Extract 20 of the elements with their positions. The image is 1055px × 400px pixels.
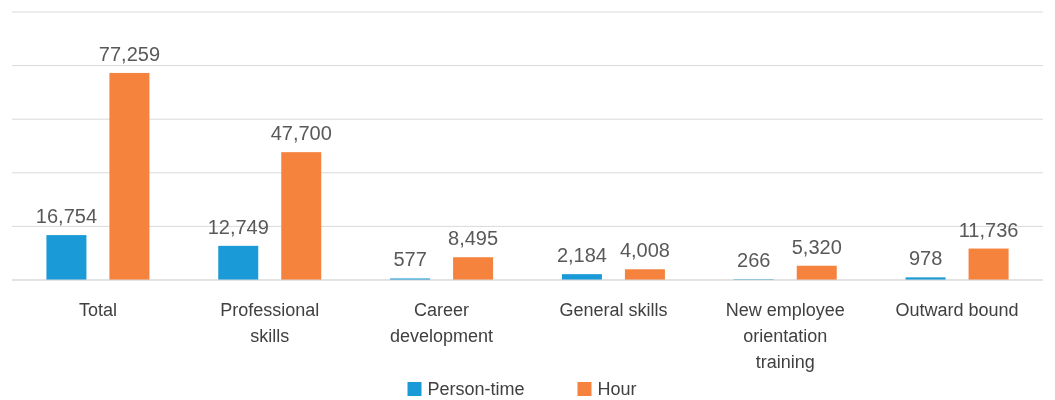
data-label: 2,184 [556, 244, 607, 267]
data-label: 266 [737, 249, 771, 272]
x-tick-label: Total [78, 300, 117, 320]
x-tick-label: New employee orientation training [725, 300, 845, 372]
data-label: 577 [393, 248, 427, 271]
data-label: 8,495 [448, 227, 499, 250]
legend-label: Hour [597, 379, 637, 399]
x-tick-label: Outward bound [895, 300, 1019, 320]
data-label: 77,259 [98, 42, 160, 65]
x-tick-label: Career development [390, 300, 494, 346]
data-label: 16,754 [35, 205, 97, 228]
data-label: 11,736 [958, 218, 1019, 241]
legend-label: Person-time [427, 379, 525, 399]
x-tick-label: Professional skills [220, 300, 320, 346]
data-label: 4,008 [619, 239, 670, 262]
data-label: 5,320 [791, 235, 842, 258]
x-tick-label: General skills [559, 300, 668, 320]
data-label: 978 [908, 247, 943, 270]
data-label: 47,700 [270, 122, 332, 145]
data-label: 12,749 [207, 215, 269, 238]
